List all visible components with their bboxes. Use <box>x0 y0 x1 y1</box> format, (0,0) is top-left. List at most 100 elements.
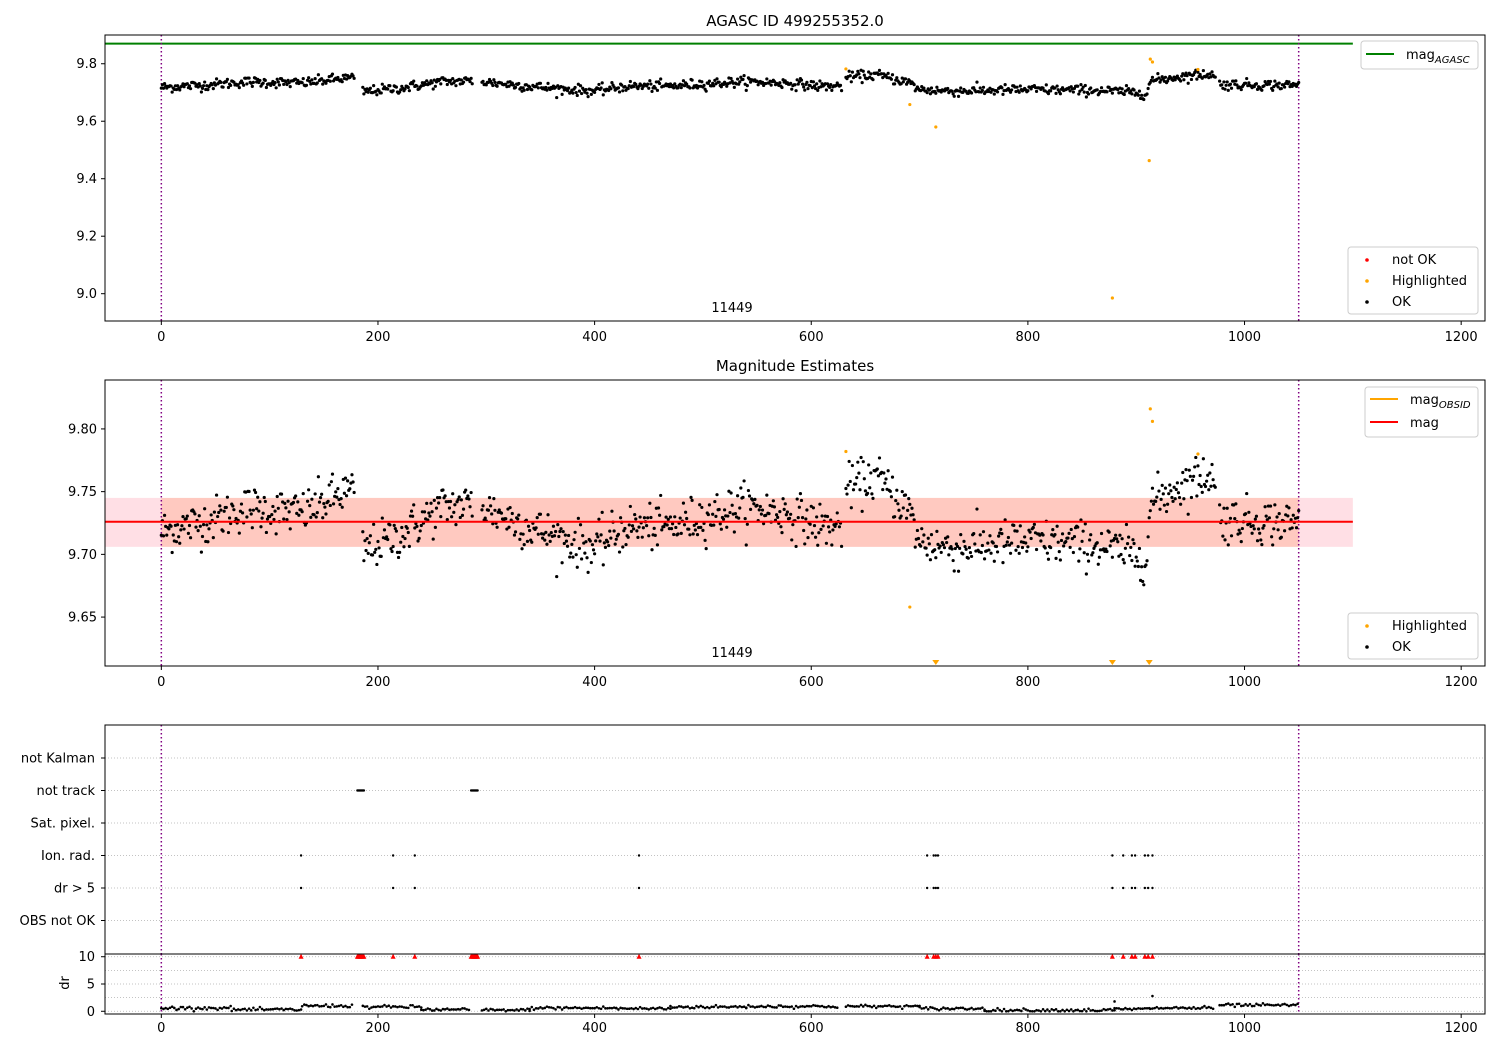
dr-point <box>1004 1009 1008 1013</box>
ok-point <box>1223 538 1227 542</box>
ok-point <box>447 506 452 510</box>
ok-point <box>1068 545 1072 549</box>
dr-point <box>363 1005 367 1008</box>
ok-point <box>1055 524 1059 528</box>
ok-point <box>1213 485 1217 489</box>
ok-point <box>834 522 838 526</box>
ok-point <box>729 491 733 495</box>
ok-point <box>393 526 397 531</box>
ok-point <box>678 516 682 520</box>
dr-point <box>1132 1007 1136 1010</box>
ok-point <box>1247 81 1251 85</box>
dr-point <box>898 1005 902 1008</box>
dr-point <box>903 1004 906 1008</box>
ok-point <box>725 525 729 529</box>
dr-point <box>994 1009 997 1013</box>
flag-point <box>637 854 641 857</box>
highlighted-point <box>1196 452 1200 456</box>
ok-point <box>772 505 777 509</box>
ok-point <box>1262 523 1266 528</box>
dr-point <box>530 1005 534 1009</box>
ok-point <box>847 69 851 73</box>
ok-point <box>1142 97 1146 102</box>
ok-point <box>536 86 540 90</box>
dr-point <box>1134 1007 1138 1011</box>
ok-point <box>461 507 466 511</box>
dr-point <box>606 1006 609 1010</box>
highlighted-point <box>1196 67 1200 72</box>
dr-point <box>305 1003 308 1007</box>
ok-point <box>1095 541 1099 545</box>
ok-point <box>415 524 419 528</box>
dr-point <box>762 1005 765 1009</box>
ok-point <box>805 508 809 512</box>
ok-point <box>650 548 654 552</box>
ok-point <box>881 487 885 492</box>
ok-point <box>691 532 695 536</box>
ok-point <box>184 517 188 521</box>
dr-point <box>861 1005 865 1008</box>
dr-point <box>342 1005 345 1009</box>
ok-point <box>386 537 390 542</box>
ok-point <box>1142 583 1146 587</box>
ok-point <box>630 524 635 528</box>
ok-point <box>458 515 462 520</box>
ok-point <box>433 84 437 88</box>
dr-point <box>833 1006 837 1009</box>
dr-point <box>448 1008 451 1012</box>
dr-point <box>666 1006 670 1010</box>
dr-point <box>1076 1008 1080 1012</box>
dr-point <box>1128 1007 1132 1011</box>
ok-point <box>1014 548 1018 552</box>
dr-point <box>1100 1009 1103 1012</box>
ok-point <box>1297 509 1301 513</box>
ok-point <box>946 86 950 91</box>
ok-point <box>300 81 304 85</box>
ok-point <box>916 536 921 541</box>
ok-point <box>1162 503 1166 507</box>
ok-point <box>1066 536 1070 540</box>
ok-point <box>169 524 173 528</box>
dr-point <box>950 1007 954 1011</box>
ok-point <box>1160 483 1164 487</box>
ok-point <box>1150 75 1155 79</box>
ok-point <box>368 86 372 90</box>
ok-point <box>1041 86 1045 90</box>
ok-point <box>655 543 660 547</box>
dr-point <box>175 1008 178 1012</box>
dr-point <box>365 1005 369 1008</box>
ok-point <box>1276 528 1280 532</box>
dr-point <box>627 1007 631 1011</box>
ok-point <box>459 498 463 502</box>
flag-category-label: OBS not OK <box>20 914 96 929</box>
ok-point <box>372 522 376 526</box>
ok-point <box>229 83 233 88</box>
ok-point <box>1264 514 1268 518</box>
dr-point <box>348 1005 352 1009</box>
dr-point <box>273 1007 277 1011</box>
ok-point <box>757 508 761 512</box>
dr-point <box>998 1008 1002 1012</box>
ok-point <box>577 89 582 93</box>
ok-point <box>1144 563 1148 567</box>
ok-point <box>1185 74 1189 78</box>
dr-point <box>738 1004 742 1008</box>
ok-point <box>253 490 258 495</box>
ok-point <box>1226 543 1230 547</box>
obsid-annotation: 11449 <box>711 646 752 661</box>
dr-point <box>1093 1009 1097 1013</box>
ok-point <box>585 556 589 560</box>
ok-point <box>992 92 996 96</box>
ok-point <box>412 79 416 83</box>
dr-point <box>1087 1007 1090 1010</box>
ok-point <box>1167 492 1171 496</box>
highlighted-point <box>934 125 938 129</box>
ok-point <box>1096 562 1100 566</box>
ok-point <box>729 76 733 81</box>
ok-point <box>911 513 915 517</box>
ok-point <box>783 79 787 83</box>
ok-point <box>470 82 474 86</box>
legend-lines: magOBSID mag <box>1364 386 1479 438</box>
ok-point <box>945 540 949 545</box>
dr-point <box>799 1005 802 1008</box>
